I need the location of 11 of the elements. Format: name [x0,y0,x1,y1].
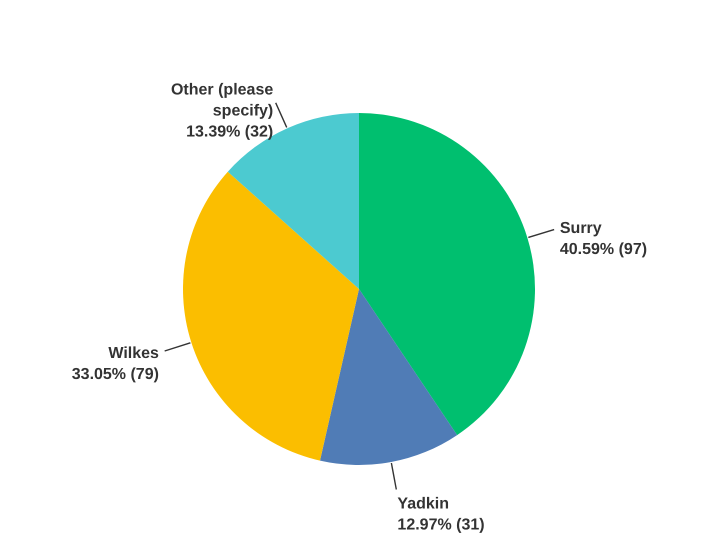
data-label: 13.39% (32) [186,123,274,140]
pie-slice [320,289,458,465]
data-label: 12.97% (31) [397,516,485,534]
slice-label: Surry [560,220,602,237]
slice-label: Wilkes [108,344,160,362]
data-label: 40.59% (97) [560,240,648,258]
slice-label: Yadkin [397,495,450,512]
slice-label: Other (please specify) [170,81,274,120]
pie-slice [183,172,359,461]
pie-slice [359,113,535,436]
data-label: 33.05% (79) [72,366,159,383]
